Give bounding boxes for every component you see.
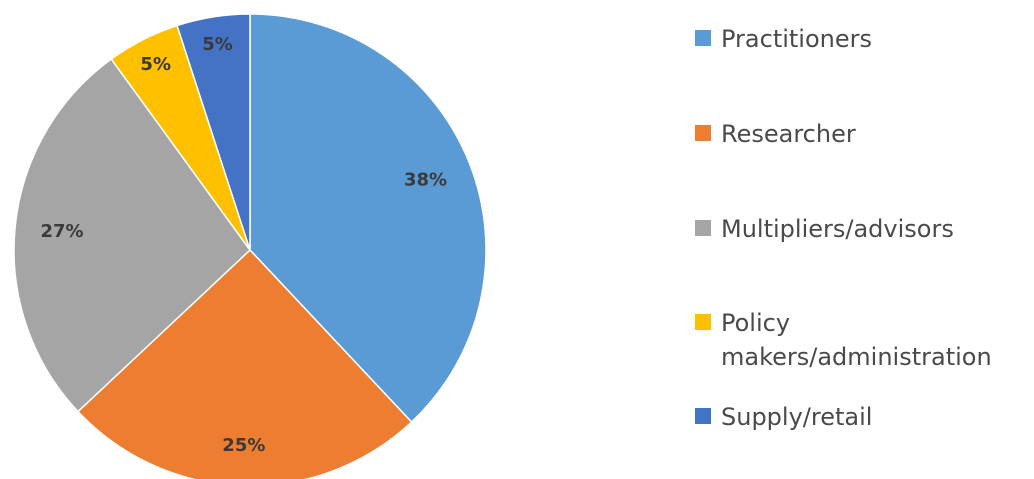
pie-value-label-multipliers-advisors: 27% xyxy=(40,221,83,242)
pie-slice-multipliers-advisors xyxy=(13,58,251,413)
pie-value-label-policy-makers-administration: 5% xyxy=(140,54,171,75)
pie-value-labels: 38% 25% 27% 5% 5% xyxy=(40,34,447,456)
pie-value-label-researcher: 25% xyxy=(222,435,265,456)
pie-slice-supply-retail xyxy=(176,13,251,251)
pie-slice-researcher xyxy=(76,248,413,479)
pie-value-label-practitioners: 38% xyxy=(404,169,447,190)
pie-slices xyxy=(13,13,487,479)
pie-value-label-supply-retail: 5% xyxy=(202,34,233,55)
pie-slice-practitioners xyxy=(249,13,487,424)
